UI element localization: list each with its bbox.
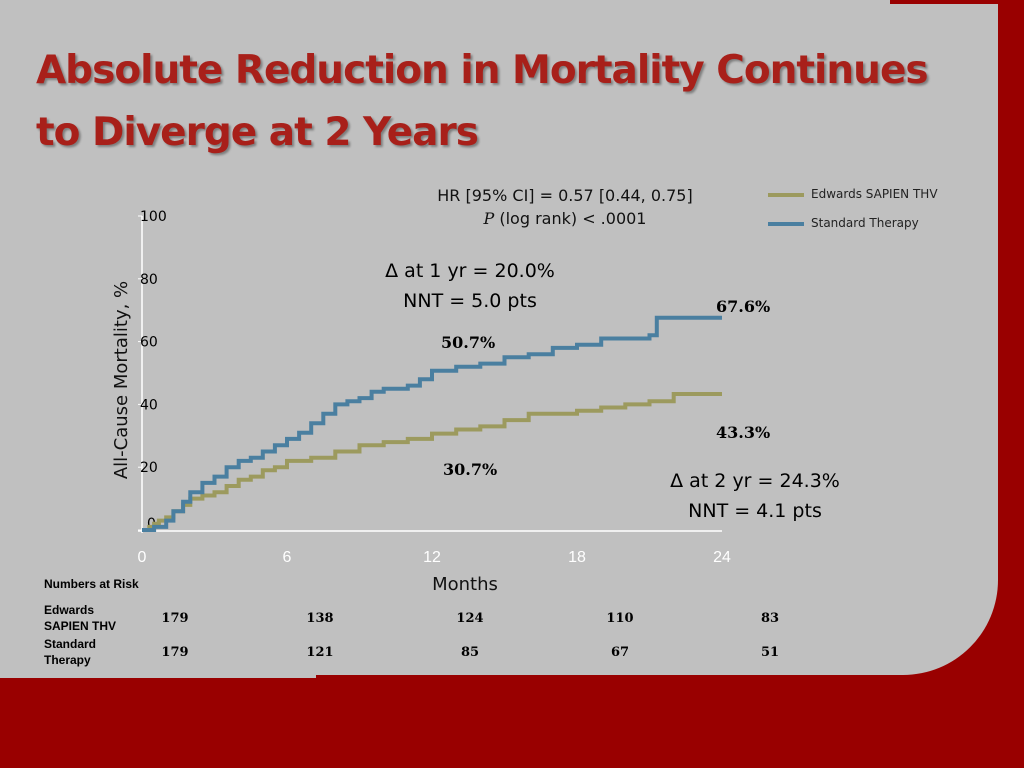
- x-tick-label: 18: [568, 549, 586, 566]
- risk-edwards-18: 110: [606, 611, 634, 626]
- y-axis-label: All-Cause Mortality, %: [111, 281, 132, 479]
- nnt-2yr-text: NNT = 4.1 pts: [688, 500, 822, 522]
- p-symbol: P: [483, 209, 495, 228]
- standard-1yr-value: 50.7%: [441, 333, 496, 352]
- risk-standard-6: 121: [306, 645, 334, 660]
- x-tick-label: 24: [713, 549, 731, 566]
- hazard-ratio-text: HR [95% CI] = 0.57 [0.44, 0.75]: [437, 186, 693, 205]
- risk-edwards-12: 124: [456, 611, 484, 626]
- p-value-rest: (log rank) < .0001: [494, 209, 647, 228]
- bottom-accent-strip: [0, 675, 316, 678]
- edwards-1yr-value: 30.7%: [443, 460, 498, 479]
- risk-row-label-standard-line-1: Standard: [44, 637, 97, 651]
- risk-standard-0: 179: [161, 645, 189, 660]
- y-tick-label: 40: [140, 397, 158, 413]
- chart-axes: 0 20 40 60 80 100 0 6 12 18 24 Months All-Cause Mort…: [111, 209, 731, 595]
- p-value-text: P (log rank) < .0001: [400, 207, 730, 230]
- legend-label-standard: Standard Therapy: [811, 216, 919, 230]
- y-tick-label: 60: [140, 335, 158, 351]
- series-line-standard: [142, 315, 722, 532]
- slide-title-line-2: to Diverge at 2 Years: [36, 110, 479, 155]
- hazard-ratio-box: HR [95% CI] = 0.57 [0.44, 0.75] P (log r…: [400, 184, 730, 230]
- legend-label-edwards: Edwards SAPIEN THV: [811, 187, 938, 201]
- delta-2yr-text: Δ at 2 yr = 24.3%: [670, 470, 840, 492]
- risk-row-label-edwards: Edwards SAPIEN THV: [44, 602, 116, 634]
- y-tick-label: 20: [140, 460, 158, 476]
- delta-1yr-block: Δ at 1 yr = 20.0% NNT = 5.0 pts: [370, 256, 570, 316]
- y-tick-label: 80: [140, 272, 158, 288]
- nnt-1yr-text: NNT = 5.0 pts: [403, 290, 537, 312]
- x-tick-label: 12: [423, 549, 441, 566]
- risk-edwards-24: 83: [760, 611, 780, 626]
- risk-edwards-0: 179: [161, 611, 189, 626]
- series-line-edwards: [142, 392, 722, 532]
- x-axis-label: Months: [432, 574, 498, 595]
- risk-table-title: Numbers at Risk: [44, 577, 139, 591]
- x-tick-label: 0: [138, 549, 147, 566]
- risk-standard-12: 85: [460, 645, 480, 660]
- delta-2yr-block: Δ at 2 yr = 24.3% NNT = 4.1 pts: [650, 466, 860, 526]
- risk-row-label-standard-line-2: Therapy: [44, 653, 91, 667]
- risk-standard-18: 67: [610, 645, 630, 660]
- risk-edwards-6: 138: [306, 611, 334, 626]
- edwards-2yr-value: 43.3%: [716, 423, 771, 442]
- slide-title-line-1: Absolute Reduction in Mortality Continue…: [36, 48, 929, 93]
- legend-swatch-edwards: [768, 193, 804, 197]
- risk-row-label-standard: Standard Therapy: [44, 636, 96, 668]
- slide-title: Absolute Reduction in Mortality Continue…: [36, 40, 986, 164]
- legend-swatch-standard: [768, 222, 804, 226]
- y-tick-label: 100: [140, 209, 167, 225]
- standard-2yr-value: 67.6%: [716, 297, 771, 316]
- risk-row-label-edwards-line-1: Edwards: [44, 603, 95, 617]
- slide-panel: [0, 0, 998, 675]
- x-tick-label: 6: [283, 549, 292, 566]
- delta-1yr-text: Δ at 1 yr = 20.0%: [385, 260, 555, 282]
- chart-series: [142, 315, 722, 532]
- y-tick-label: 0: [147, 516, 156, 532]
- risk-standard-24: 51: [760, 645, 780, 660]
- top-accent-bar: [890, 0, 1024, 4]
- risk-row-label-edwards-line-2: SAPIEN THV: [44, 619, 117, 633]
